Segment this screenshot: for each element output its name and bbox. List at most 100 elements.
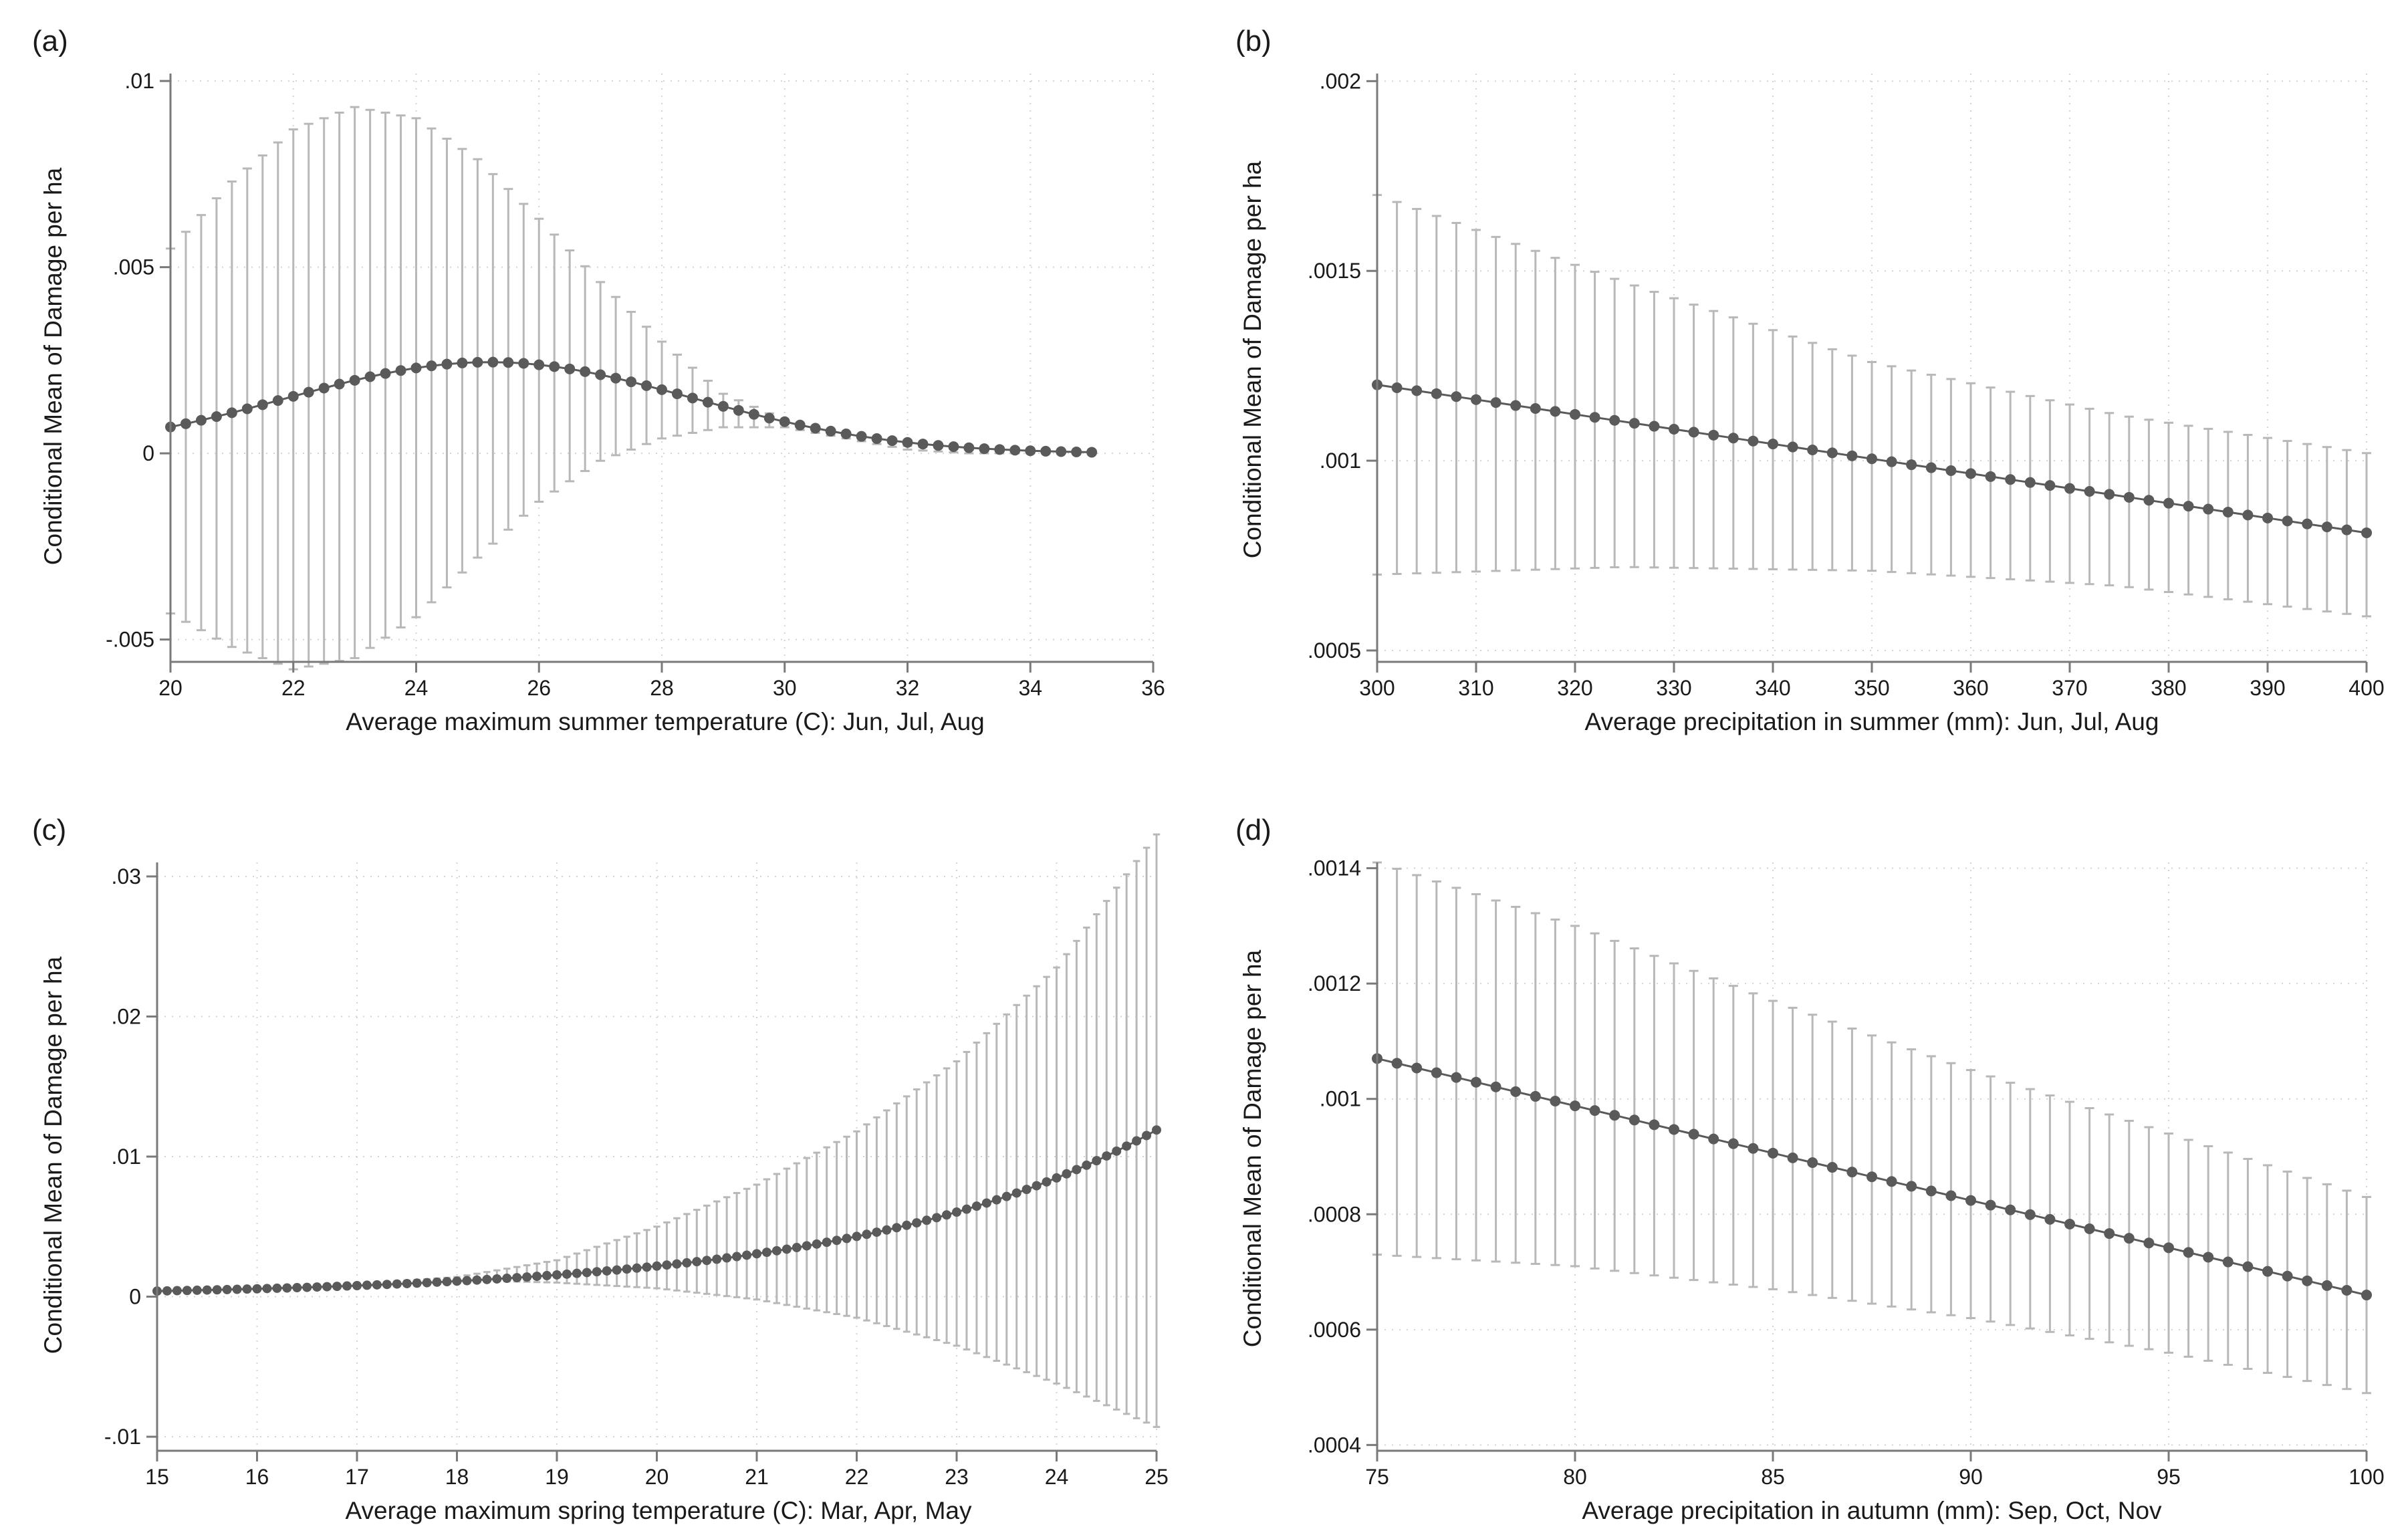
panel-b-data-point xyxy=(2361,527,2372,538)
panel-d-axes xyxy=(1376,862,2367,1452)
panel-a-data-point xyxy=(595,369,606,380)
panel-b-x-tick-label: 340 xyxy=(1755,676,1790,700)
panel-a-data-point xyxy=(702,396,713,408)
panel-c-data-point xyxy=(272,1283,282,1293)
panel-c-x-tick-label: 21 xyxy=(745,1465,769,1489)
panel-c-data-point xyxy=(472,1275,482,1285)
panel-b-data-point xyxy=(1530,402,1541,414)
panel-d-data-point xyxy=(1906,1181,1917,1192)
panel-d-y-tick-label: .001 xyxy=(1320,1087,1361,1111)
panel-b-data-point xyxy=(2282,515,2293,527)
panel-a-x-tick-label: 20 xyxy=(158,676,183,700)
panel-c-data-point xyxy=(952,1207,961,1217)
panel-d-data-point xyxy=(1629,1114,1640,1126)
panel-d-data-point xyxy=(1727,1138,1739,1149)
panel-d-data-point xyxy=(1570,1100,1580,1112)
panel-b-data-point xyxy=(1945,465,1957,476)
panel-c-y-tick-label: -.01 xyxy=(104,1425,141,1449)
panel-d-data-point xyxy=(1768,1147,1778,1159)
panel-a-data-point xyxy=(994,444,1005,455)
panel-b-y-tick-label: .0005 xyxy=(1308,638,1361,663)
panel-a-xlabel: Average maximum summer temperature (C): … xyxy=(346,708,985,735)
panel-c-data-point xyxy=(322,1282,332,1292)
panel-b: (b) Conditional Mean of Damage per ha Av… xyxy=(1235,25,2385,735)
panel-b-data-point xyxy=(1688,427,1699,438)
panel-a-data-point xyxy=(257,399,268,410)
panel-b-data-point xyxy=(2262,512,2273,523)
panel-a-data-point xyxy=(303,386,314,398)
panel-a-x-tick-label: 24 xyxy=(404,676,429,700)
panel-c-data-point xyxy=(172,1286,182,1296)
panel-b-data-point xyxy=(1451,391,1462,402)
panel-b-xlabel: Average precipitation in summer (mm): Ju… xyxy=(1585,708,2159,735)
panel-b-data-point xyxy=(1886,456,1897,467)
panel-a-data-point xyxy=(272,395,283,406)
panel-c-data-point xyxy=(392,1279,402,1289)
panel-a-y-ticks: -.005 0 .005 .01 xyxy=(106,69,170,652)
panel-d-data-point xyxy=(1688,1129,1699,1140)
panel-d-data-point xyxy=(1867,1171,1877,1183)
panel-c-data-point xyxy=(672,1259,682,1269)
panel-c-ylabel: Conditional Mean of Damage per ha xyxy=(39,956,67,1354)
panel-c-data-point xyxy=(822,1237,832,1248)
panel-c-data-point xyxy=(1011,1188,1021,1198)
panel-c-data-point xyxy=(512,1273,522,1283)
panel-b-x-tick-label: 400 xyxy=(2349,676,2384,700)
panel-b-data-point xyxy=(1985,471,1996,482)
panel-d-data-point xyxy=(2005,1204,2016,1215)
panel-c-data-point xyxy=(961,1204,971,1214)
panel-b-data-point xyxy=(2084,485,2095,497)
panel-a-data-point xyxy=(395,365,406,376)
panel-d-data-point xyxy=(1490,1081,1501,1092)
panel-d-data-point xyxy=(2321,1280,2332,1291)
panel-c-data-point xyxy=(452,1276,462,1286)
panel-c-data-point xyxy=(832,1235,842,1246)
panel-b-data-point xyxy=(1391,382,1403,393)
panel-a-data-point xyxy=(334,378,345,390)
panel-c-data-point xyxy=(612,1265,622,1275)
panel-a-data-point xyxy=(533,359,545,370)
panel-d-x-tick-label: 85 xyxy=(1761,1465,1785,1489)
panel-b-x-tick-label: 390 xyxy=(2250,676,2285,700)
panel-d-data-point xyxy=(1609,1110,1620,1121)
panel-d-data-point xyxy=(1649,1119,1660,1131)
panel-b-x-tick-label: 350 xyxy=(1854,676,1889,700)
panel-c-data-point xyxy=(1032,1181,1042,1191)
panel-b-data-point xyxy=(1727,433,1739,444)
panel-a-data-point xyxy=(886,435,898,447)
panel-a-data-point xyxy=(318,382,330,394)
panel-d-data-point xyxy=(1510,1086,1522,1097)
panel-c-x-tick-label: 17 xyxy=(345,1465,369,1489)
panel-c-data-point xyxy=(232,1284,242,1294)
panel-c-data-point xyxy=(942,1210,952,1220)
panel-a: (a) Conditional Mean of Damage per ha Av… xyxy=(32,25,1165,735)
panel-d-data-point xyxy=(1391,1058,1403,1069)
panel-d-data-point xyxy=(1846,1167,1858,1178)
panel-c-data-point xyxy=(402,1278,412,1288)
panel-a-x-ticks: 20 22 24 26 28 30 32 34 36 xyxy=(158,662,1165,700)
panel-c-data-point xyxy=(212,1285,222,1295)
panel-c-label: (c) xyxy=(32,814,66,846)
panel-a-data-point xyxy=(580,366,591,377)
panel-c-data-point xyxy=(802,1241,812,1251)
panel-a-data-point xyxy=(1086,447,1098,458)
panel-b-data-point xyxy=(2143,495,2155,506)
panel-c-data-point xyxy=(642,1262,652,1272)
panel-c-data-point xyxy=(542,1271,552,1281)
panel-c-ci-bars xyxy=(153,833,1161,1428)
panel-c-x-ticks: 15 16 17 18 19 20 21 22 23 24 25 xyxy=(145,1451,1169,1489)
panel-c-data-point xyxy=(732,1252,742,1262)
panel-c-data-point xyxy=(922,1215,932,1225)
panel-c-data-point xyxy=(632,1263,642,1273)
panel-a-data-point xyxy=(1040,445,1052,457)
panel-b-data-point xyxy=(1807,444,1818,455)
panel-c-data-point xyxy=(362,1280,372,1290)
panel-b-x-tick-label: 380 xyxy=(2151,676,2186,700)
panel-a-data-point xyxy=(656,384,667,395)
panel-a-data-point xyxy=(211,411,222,423)
panel-c-data-point xyxy=(582,1268,592,1278)
panel-a-x-tick-label: 30 xyxy=(773,676,797,700)
panel-c-data-point xyxy=(1102,1151,1112,1161)
panel-a-data-point xyxy=(503,357,514,368)
